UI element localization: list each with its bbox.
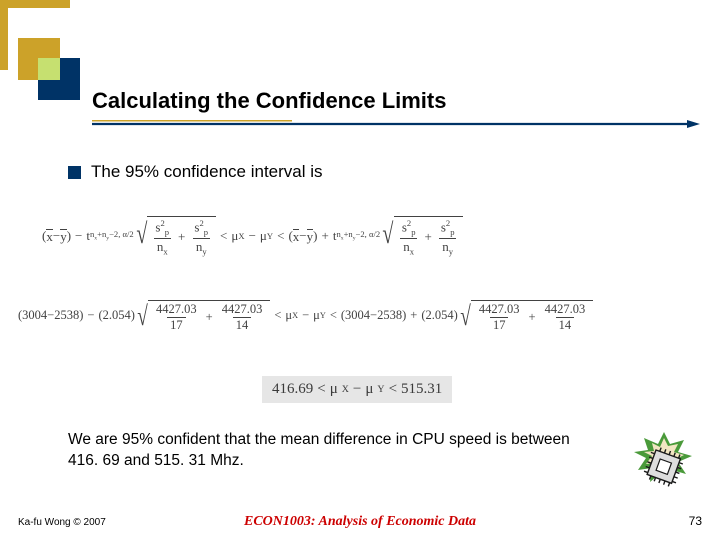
slide-title: Calculating the Confidence Limits [92,88,690,120]
footer-author: Ka-fu Wong © 2007 [18,517,106,528]
formula-numeric: (3004 − 2538) − (2.054) √ 4427.0317 + 44… [18,300,593,331]
corner-decoration [0,0,100,120]
result-box: 416.69 < μX − μY < 515.31 [262,376,452,403]
conclusion-text: We are 95% confident that the mean diffe… [68,430,588,472]
bullet-text: The 95% confidence interval is [91,162,323,182]
title-underline [92,120,690,126]
formula-symbolic: (x − y) − tnx+ny−2, α/2 √ s2pnx + s2pny … [42,216,463,256]
footer-course: ECON1003: Analysis of Economic Data [244,514,476,530]
page-number: 73 [689,514,702,528]
cpu-clipart-icon [630,430,698,492]
bullet-icon [68,166,81,179]
